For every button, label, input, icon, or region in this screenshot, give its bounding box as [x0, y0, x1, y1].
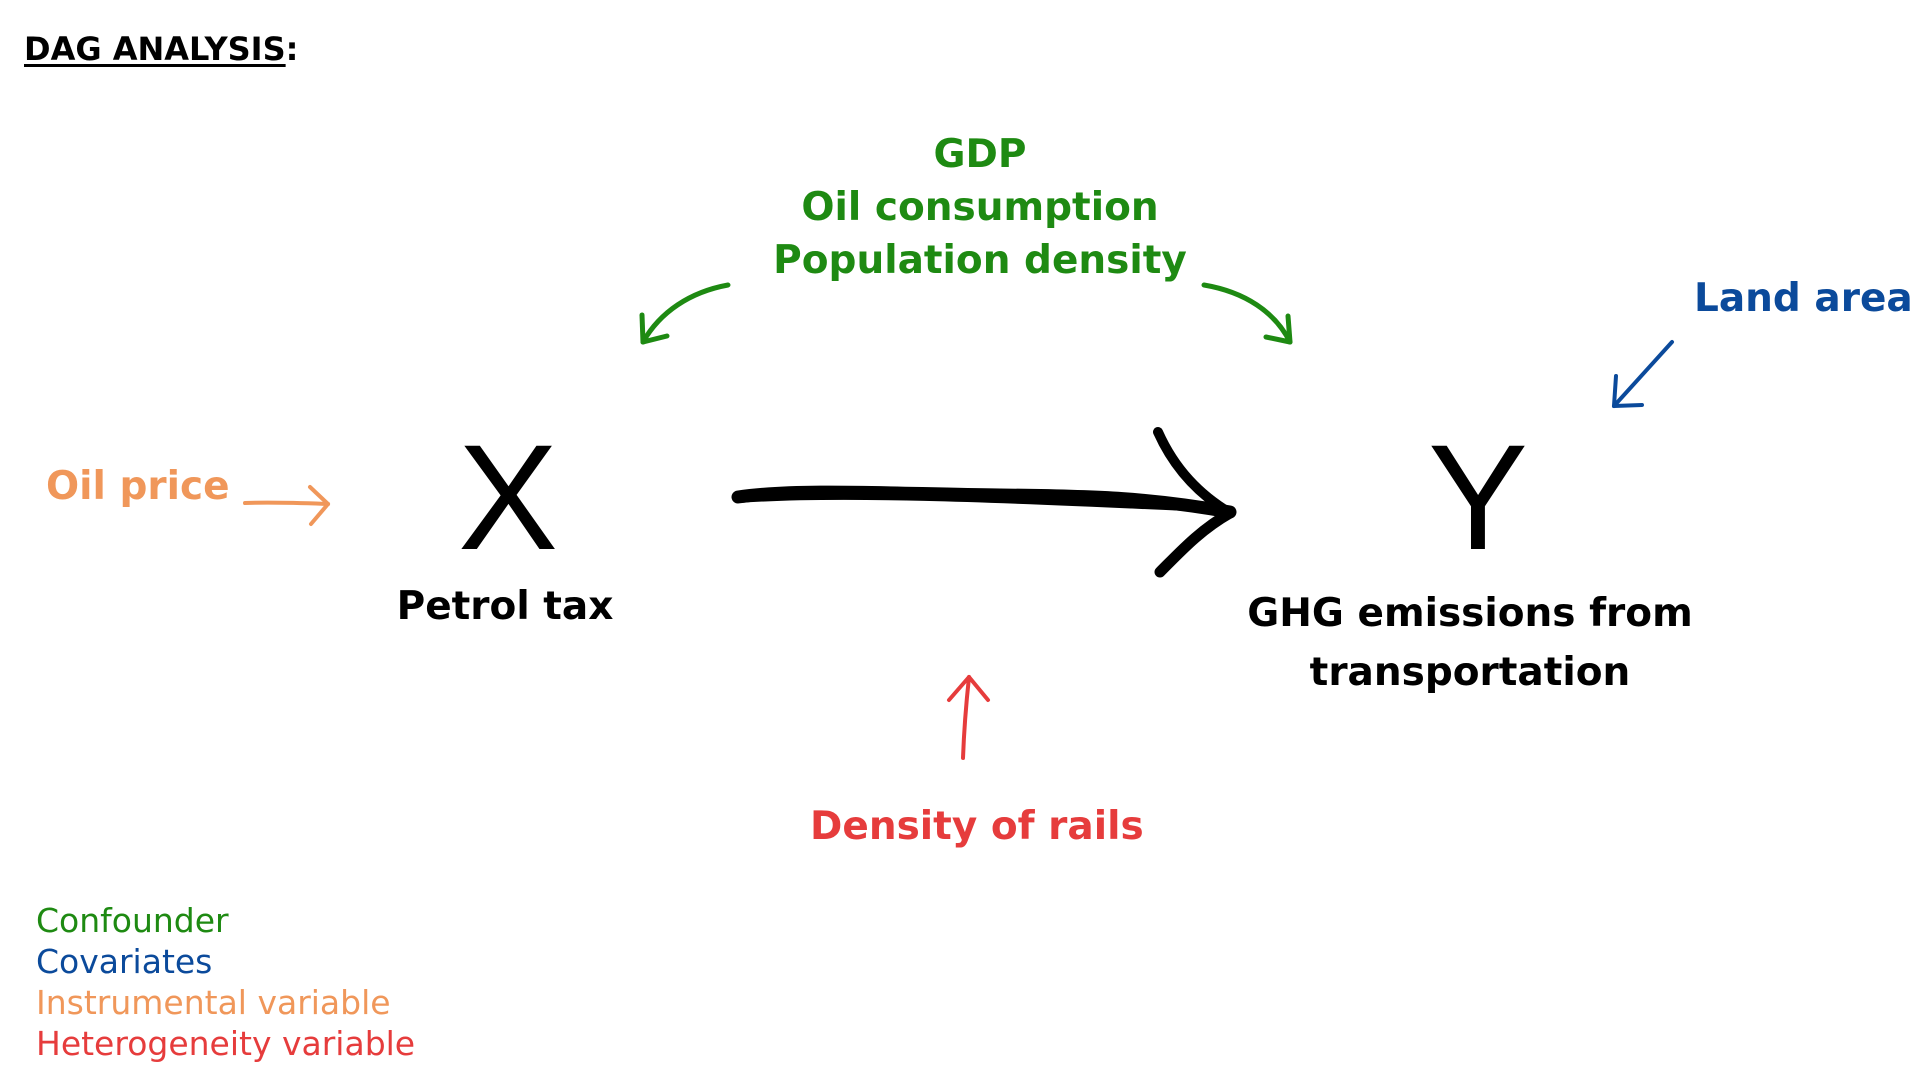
instrument-label: Oil price [46, 464, 230, 509]
instrument-arrow [243, 485, 330, 526]
page-title-text: DAG ANALYSIS [24, 30, 286, 68]
covariate-arrow [1612, 340, 1674, 408]
heterogeneity-label: Density of rails [810, 804, 1144, 849]
outcome-symbol: Y [1428, 413, 1529, 581]
treatment-label: Petrol tax [396, 584, 614, 629]
confounder-gdp: GDP [933, 132, 1027, 177]
heterogeneity-arrow [947, 675, 990, 760]
covariate-label: Land area [1694, 276, 1913, 321]
page-title-colon: : [285, 30, 299, 68]
outcome-label-line2: transportation [1309, 650, 1631, 695]
legend-item-covariates: Covariates [36, 942, 213, 981]
main-causal-arrow [731, 427, 1237, 578]
legend-item-heterogeneity-variable: Heterogeneity variable [36, 1024, 416, 1063]
legend: Confounder Covariates Instrumental varia… [36, 900, 415, 1064]
outcome-label-line1: GHG emissions from [1247, 591, 1693, 636]
confounder-oil-consumption: Oil consumption [801, 185, 1159, 230]
outcome-label: GHG emissions from transportation [1230, 584, 1710, 702]
confounder-arrow-to-y [1201, 282, 1293, 345]
confounder-list: GDP Oil consumption Population density [760, 128, 1200, 287]
page-title: DAG ANALYSIS: [24, 30, 298, 68]
legend-item-confounder: Confounder [36, 901, 229, 940]
confounder-population-density: Population density [773, 238, 1187, 283]
confounder-arrow-to-x [639, 282, 731, 345]
legend-item-instrumental-variable: Instrumental variable [36, 983, 391, 1022]
treatment-symbol: X [458, 413, 559, 581]
